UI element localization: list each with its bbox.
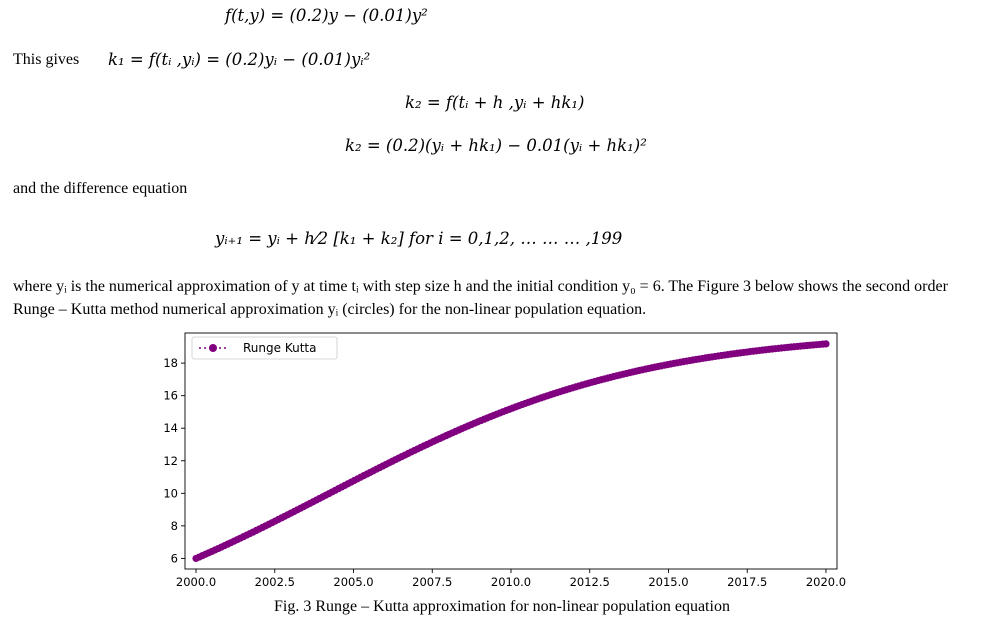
y-tick-label: 16	[163, 389, 178, 403]
x-tick-label: 2017.5	[727, 575, 767, 589]
legend: Runge Kutta	[191, 336, 338, 360]
data-point	[822, 340, 830, 348]
plot-area-frame	[184, 332, 838, 570]
runge-kutta-chart: 2000.0 2002.5 2005.0 2007.5 2010.0 2012.5 2015…	[163, 332, 846, 589]
y-tick-label: 8	[171, 519, 178, 533]
equation-k1: k₁ = f(tᵢ ,yᵢ) = (0.2)yᵢ − (0.01)yᵢ²	[108, 50, 371, 69]
equation-f: f(t,y) = (0.2)y − (0.01)y²	[225, 6, 428, 25]
x-tick-label: 2002.5	[255, 575, 295, 589]
description-paragraph: where yᵢ is the numerical approximation …	[13, 278, 948, 318]
y-tick-label: 14	[163, 421, 178, 435]
equation-k2-definition: k₂ = f(tᵢ + h ,yᵢ + hk₁)	[405, 93, 585, 112]
x-tick-label: 2015.0	[648, 575, 688, 589]
x-tick-label: 2007.5	[412, 575, 452, 589]
this-gives-label: This gives	[13, 51, 80, 68]
legend-box	[191, 336, 338, 360]
y-tick-label: 10	[163, 486, 178, 500]
y-tick-label: 12	[163, 454, 178, 468]
axis-ticks: 2000.0 2002.5 2005.0 2007.5 2010.0 2012.5 2015…	[163, 356, 846, 589]
x-tick-label: 2012.5	[570, 575, 610, 589]
data-points	[192, 340, 830, 563]
y-tick-label: 18	[163, 356, 178, 370]
legend-marker-icon	[209, 344, 217, 352]
difference-equation-text: and the difference equation	[13, 180, 188, 197]
x-tick-label: 2020.0	[806, 575, 846, 589]
x-tick-label: 2005.0	[333, 575, 373, 589]
x-tick-label: 2000.0	[176, 575, 216, 589]
equation-k2-expanded: k₂ = (0.2)(yᵢ + hk₁) − 0.01(yᵢ + hk₁)²	[345, 136, 647, 155]
legend-label: Runge Kutta	[243, 341, 316, 355]
x-tick-label: 2010.0	[491, 575, 531, 589]
y-tick-label: 6	[171, 551, 178, 565]
figure-caption: Fig. 3 Runge – Kutta approximation for n…	[274, 598, 730, 615]
difference-equation: yᵢ₊₁ = yᵢ + h⁄2 [k₁ + k₂] for i = 0,1,2,…	[215, 229, 623, 248]
